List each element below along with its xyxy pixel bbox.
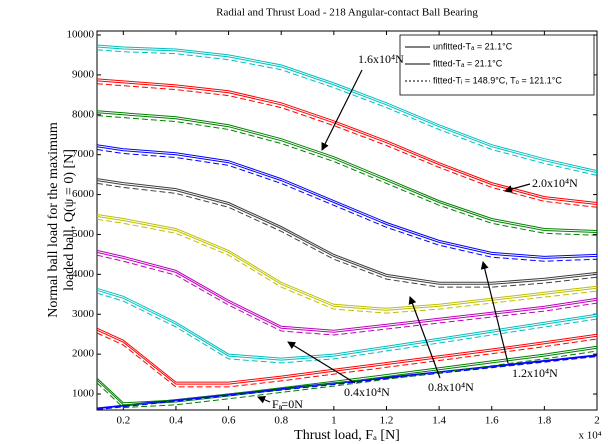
x-tick-label: 1 (331, 415, 337, 427)
data-line (96, 287, 598, 359)
y-tick-label: 1000 (72, 388, 95, 400)
annotation-arrow (321, 69, 363, 151)
annotation: 0.8x10⁴N (428, 380, 474, 394)
x-tick-label: 1.8 (537, 415, 551, 427)
data-line (96, 44, 598, 172)
data-line (96, 178, 598, 283)
y-tick-label: 6000 (72, 188, 95, 200)
y-tick-label: 9000 (72, 68, 95, 80)
legend-label: fitted-Tᵢ = 148.9°C, Tₒ = 121.1°C (433, 75, 562, 85)
x-tick-label: 0.2 (116, 415, 130, 427)
data-line (96, 110, 598, 231)
data-line (96, 292, 598, 364)
data-line (96, 112, 598, 233)
data-line (96, 251, 598, 333)
x-tick-label: 0.8 (274, 415, 288, 427)
data-line (96, 254, 598, 336)
data-line (96, 146, 598, 259)
x-axis-label: Thrust load, Fₐ [N] (294, 428, 400, 443)
data-line (96, 218, 598, 314)
x-tick-label: 0.4 (169, 415, 183, 427)
x-tick-label: 2 (594, 415, 600, 427)
y-axis-label: Normal ball load for the maximum (46, 122, 61, 318)
annotation: 2.0x10⁴N (532, 176, 578, 190)
data-line (96, 49, 598, 176)
x-tick-label: 0.6 (222, 415, 236, 427)
annotation-arrow (480, 261, 509, 364)
data-line (96, 46, 598, 174)
legend-label: unfitted-Tₐ = 21.1°C (433, 41, 513, 51)
annotation: Fᵣ=0N (272, 397, 303, 411)
annotation: 0.4x10⁴N (344, 385, 390, 399)
data-line (96, 149, 598, 262)
annotation: 1.6x10⁴N (358, 52, 404, 66)
chart-title: Radial and Thrust Load - 218 Angular-con… (216, 7, 478, 19)
y-tick-label: 3000 (72, 308, 95, 320)
annotation-arrow (287, 341, 356, 384)
y-tick-label: 7000 (72, 148, 95, 160)
data-line (96, 144, 598, 257)
data-line (96, 356, 598, 411)
y-tick-label: 5000 (72, 228, 95, 240)
legend-label: fitted-Tₐ = 21.1°C (433, 58, 503, 68)
data-line (96, 332, 598, 388)
x-tick-label: 1.2 (380, 415, 394, 427)
data-line (96, 214, 598, 309)
y-tick-label: 8000 (72, 108, 95, 120)
x-multiplier: x 10⁴ (578, 430, 601, 442)
data-line (96, 327, 598, 383)
annotation-arrow (408, 296, 441, 379)
y-tick-label: 2000 (72, 348, 95, 360)
y-tick-label: 4000 (72, 268, 95, 280)
x-tick-label: 1.6 (485, 415, 499, 427)
y-axis-label: loaded ball, Q(ψ = 0) [N] (62, 149, 77, 291)
y-tick-label: 10000 (67, 29, 95, 41)
data-line (96, 216, 598, 311)
data-line (96, 289, 598, 361)
annotation-arrow (504, 183, 531, 193)
legend-box (399, 34, 595, 96)
x-tick-label: 1.4 (432, 415, 446, 427)
data-line (96, 350, 598, 409)
data-line (96, 329, 598, 385)
annotation: 1.2x10⁴N (512, 366, 558, 380)
data-line (96, 347, 598, 406)
data-line (96, 345, 598, 404)
annotation-arrow (257, 396, 271, 404)
data-line (96, 249, 598, 331)
data-line (96, 180, 598, 285)
